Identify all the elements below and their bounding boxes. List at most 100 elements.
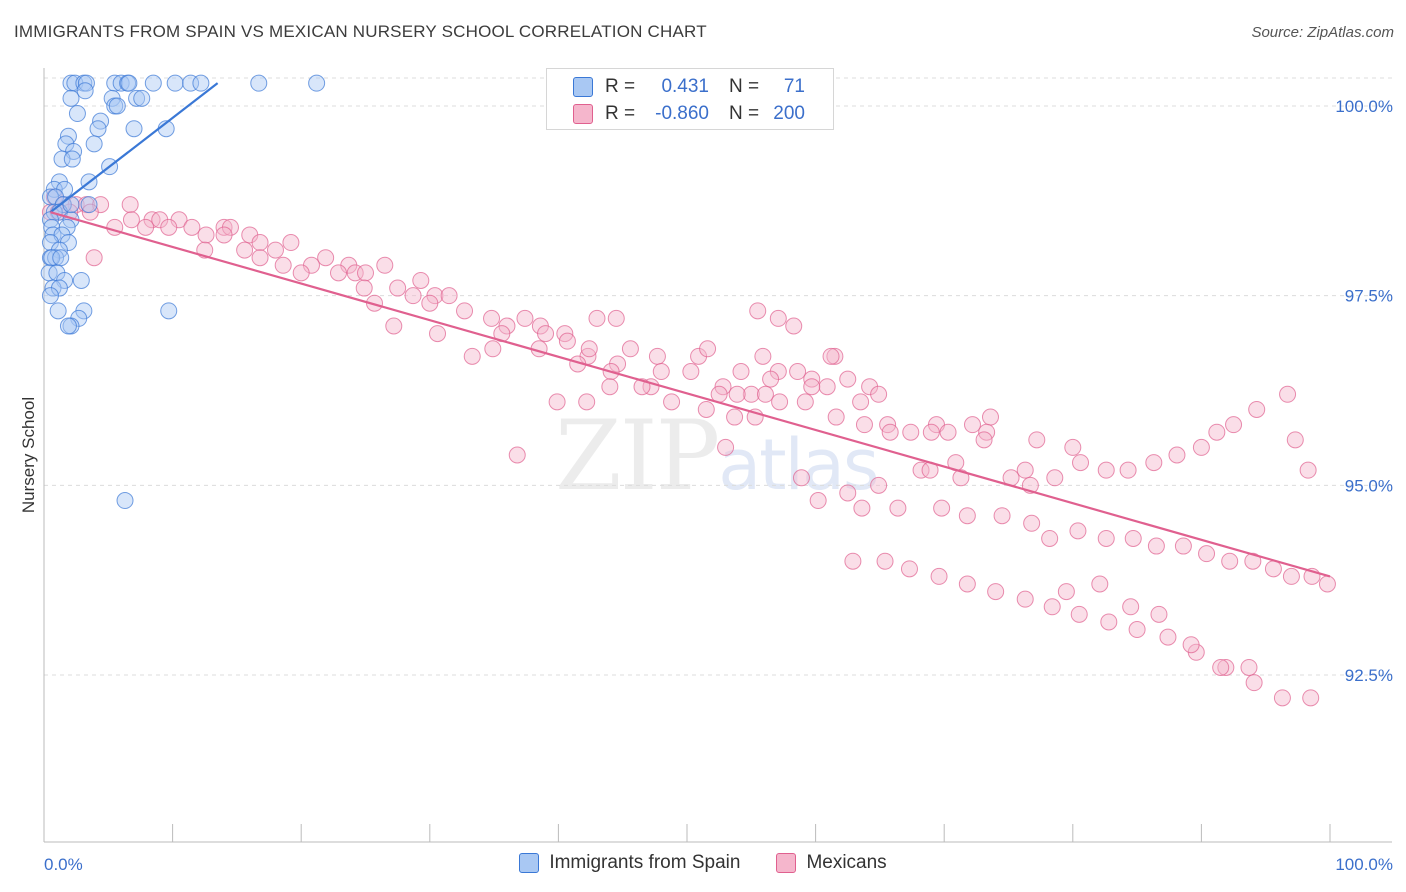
point-mexicans (292, 264, 310, 282)
point-mexicans (548, 393, 566, 411)
point-mexicans (785, 317, 803, 335)
point-mexicans (870, 385, 888, 403)
point-mexicans (930, 567, 948, 585)
legend-label-spain: Immigrants from Spain (549, 852, 741, 873)
point-spain (250, 74, 268, 92)
point-mexicans (251, 234, 269, 252)
point-mexicans (137, 218, 155, 236)
point-mexicans (963, 416, 981, 434)
point-mexicans (1124, 529, 1142, 547)
point-mexicans (1072, 454, 1090, 472)
point-mexicans (1023, 514, 1041, 532)
point-mexicans (839, 370, 857, 388)
point-spain (53, 150, 71, 168)
point-mexicans (1273, 689, 1291, 707)
point-mexicans (728, 385, 746, 403)
correlation-box: R = 0.431 N = 71 R = -0.860 N = 200 (546, 68, 834, 130)
point-mexicans (1318, 575, 1336, 593)
n-value: 71 (783, 76, 805, 97)
point-mexicans (1119, 461, 1137, 479)
point-mexicans (537, 325, 555, 343)
point-spain (41, 287, 59, 305)
point-mexicans (912, 461, 930, 479)
point-mexicans (1150, 605, 1168, 623)
point-mexicans (732, 363, 750, 381)
point-mexicans (329, 264, 347, 282)
trendline-spain (49, 82, 219, 214)
point-mexicans (1028, 431, 1046, 449)
point-mexicans (1064, 438, 1082, 456)
point-mexicans (922, 423, 940, 441)
n-label: N = (729, 76, 760, 97)
chart-title: IMMIGRANTS FROM SPAIN VS MEXICAN NURSERY… (14, 22, 707, 41)
point-mexicans (975, 431, 993, 449)
point-mexicans (1122, 598, 1140, 616)
correlation-row-spain: R = 0.431 N = 71 (547, 73, 833, 101)
legend-swatch-spain (519, 853, 540, 873)
point-mexicans (1286, 431, 1304, 449)
point-mexicans (1168, 446, 1186, 464)
source-label: Source: ZipAtlas.com (1251, 24, 1394, 41)
swatch-mexicans (573, 104, 593, 124)
point-spain (72, 271, 90, 289)
point-mexicans (1097, 461, 1115, 479)
swatch-spain (573, 77, 593, 97)
point-mexicans (771, 393, 789, 411)
point-spain (49, 302, 67, 320)
point-spain (120, 74, 138, 92)
point-mexicans (385, 317, 403, 335)
point-mexicans (717, 438, 735, 456)
point-mexicans (484, 340, 502, 358)
point-mexicans (827, 408, 845, 426)
point-mexicans (1264, 560, 1282, 578)
point-mexicans (870, 476, 888, 494)
point-mexicans (376, 256, 394, 274)
point-mexicans (682, 363, 700, 381)
point-mexicans (855, 416, 873, 434)
point-mexicans (1221, 552, 1239, 570)
point-mexicans (1244, 552, 1262, 570)
point-mexicans (1145, 454, 1163, 472)
point-mexicans (1245, 674, 1263, 692)
point-spain (62, 74, 80, 92)
legend-item-spain[interactable]: Immigrants from Spain (519, 852, 740, 874)
point-mexicans (601, 378, 619, 396)
point-mexicans (792, 469, 810, 487)
point-mexicans (483, 309, 501, 327)
point-spain (80, 196, 98, 214)
y-axis-label: Nursery School (19, 397, 38, 513)
y-tick-label: 100.0% (1335, 97, 1393, 116)
point-mexicans (1147, 537, 1165, 555)
point-spain (76, 82, 94, 100)
point-mexicans (1248, 400, 1266, 418)
point-mexicans (987, 583, 1005, 601)
point-spain (166, 74, 184, 92)
point-spain (59, 317, 77, 335)
x-tick-label-max: 100.0% (1335, 855, 1393, 874)
point-mexicans (389, 279, 407, 297)
point-mexicans (558, 332, 576, 350)
point-mexicans (663, 393, 681, 411)
point-mexicans (1069, 522, 1087, 540)
point-mexicans (826, 347, 844, 365)
point-mexicans (1046, 469, 1064, 487)
point-spain (85, 135, 103, 153)
legend-item-mexicans[interactable]: Mexicans (776, 852, 887, 874)
point-spain (308, 74, 326, 92)
watermark: ZIPatlas (555, 400, 879, 512)
point-mexicans (85, 249, 103, 267)
point-mexicans (648, 347, 666, 365)
point-spain (133, 89, 151, 107)
point-mexicans (853, 499, 871, 517)
correlation-row-mexicans: R = -0.860 N = 200 (547, 100, 833, 128)
point-mexicans (1208, 423, 1226, 441)
point-mexicans (578, 393, 596, 411)
point-mexicans (1198, 545, 1216, 563)
n-label: N = (729, 103, 760, 124)
n-value: 200 (773, 103, 805, 124)
point-mexicans (958, 507, 976, 525)
point-mexicans (939, 423, 957, 441)
point-mexicans (580, 340, 598, 358)
point-spain (52, 249, 70, 267)
